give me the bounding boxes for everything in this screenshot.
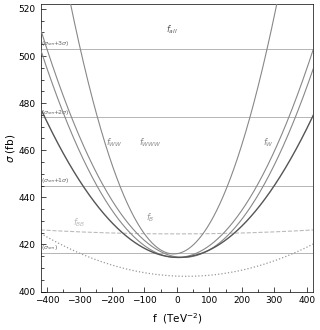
Y-axis label: $\sigma$ (fb): $\sigma$ (fb) bbox=[4, 133, 17, 163]
Text: $(\sigma_{sm}\!\!+\!\!3\sigma)$: $(\sigma_{sm}\!\!+\!\!3\sigma)$ bbox=[41, 39, 70, 48]
Text: $f_{BB}$: $f_{BB}$ bbox=[73, 216, 86, 229]
Text: $f_{WW}$: $f_{WW}$ bbox=[106, 137, 122, 149]
Text: $f_{all}$: $f_{all}$ bbox=[165, 23, 177, 36]
Text: $f_{W}$: $f_{W}$ bbox=[263, 137, 274, 149]
Text: $(\sigma_{sm}\!\!+\!\!2\sigma)$: $(\sigma_{sm}\!\!+\!\!2\sigma)$ bbox=[41, 108, 70, 116]
Text: $f_{WWW}$: $f_{WWW}$ bbox=[139, 137, 161, 149]
X-axis label: f  (TeV$^{-2}$): f (TeV$^{-2}$) bbox=[152, 311, 202, 326]
Text: $f_{B}$: $f_{B}$ bbox=[146, 212, 155, 224]
Text: $(\sigma_{sm}\!\!+\!\!1\sigma)$: $(\sigma_{sm}\!\!+\!\!1\sigma)$ bbox=[41, 176, 70, 185]
Text: $(\sigma_{sm})$: $(\sigma_{sm})$ bbox=[41, 243, 58, 252]
